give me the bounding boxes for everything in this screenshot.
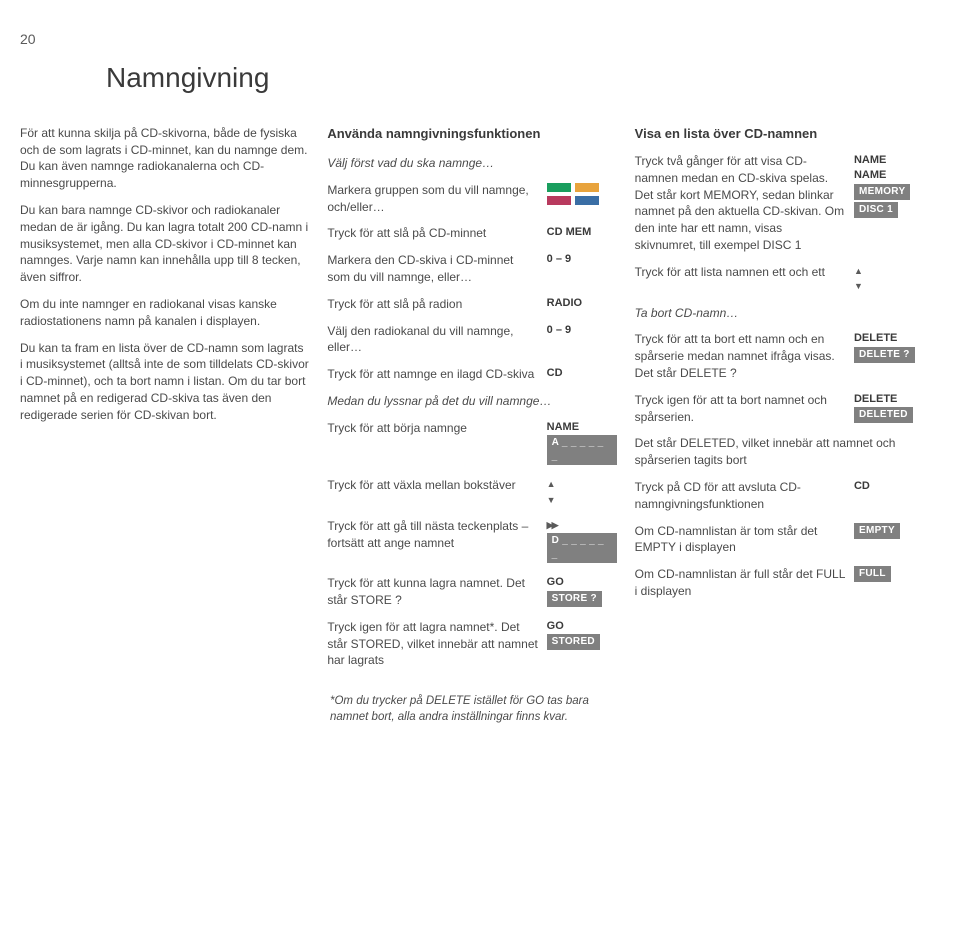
step-key: GO STORED — [547, 619, 617, 652]
step-row: Tryck igen för att ta bort namnet och sp… — [635, 392, 924, 426]
step-key: CD — [547, 366, 617, 381]
step-text: Om CD-namnlistan är full står det FULL i… — [635, 566, 846, 600]
step-row: Tryck för att slå på CD-minnet CD MEM — [327, 225, 616, 242]
step-row: Tryck för att gå till nästa teckenplats … — [327, 518, 616, 565]
intro-p3: Om du inte namnger en radiokanal visas k… — [20, 296, 309, 330]
step-text: Välj den radiokanal du vill namnge, elle… — [327, 323, 538, 357]
display-badge: DELETE ? — [854, 347, 915, 363]
step-row: Markera den CD-skiva i CD-minnet som du … — [327, 252, 616, 286]
step-text: Tryck igen för att ta bort namnet och sp… — [635, 392, 846, 426]
intro-p2: Du kan bara namnge CD-skivor och radioka… — [20, 202, 309, 286]
list-column: Visa en lista över CD-namnen Tryck två g… — [635, 125, 924, 680]
arrow-up-icon — [854, 265, 863, 277]
fast-forward-icon — [547, 519, 557, 531]
color-swatches — [547, 183, 617, 205]
footnote: *Om du trycker på DELETE istället för GO… — [330, 693, 630, 725]
step-key: EMPTY — [854, 523, 924, 541]
step-key — [547, 477, 617, 508]
step-text: Tryck två gånger för att visa CD-namnen … — [635, 153, 846, 254]
step-row: Tryck för att växla mellan bokstäver — [327, 477, 616, 508]
step-text: Tryck för att kunna lagra namnet. Det st… — [327, 575, 538, 609]
key-label: NAME — [854, 153, 924, 168]
procedure-column: Använda namngivningsfunktionen Välj förs… — [327, 125, 616, 680]
step-row: Välj den radiokanal du vill namnge, elle… — [327, 323, 616, 357]
step-text: Tryck för att slå på CD-minnet — [327, 225, 538, 242]
col3-subhead: Ta bort CD-namn… — [635, 305, 924, 322]
page-title: Namngivning — [106, 58, 924, 97]
step-text: Tryck för att börja namnge — [327, 420, 538, 437]
step-row: Om CD-namnlistan är full står det FULL i… — [635, 566, 924, 600]
key-label: GO — [547, 575, 617, 590]
key-label: GO — [547, 619, 617, 634]
step-key: CD MEM — [547, 225, 617, 240]
step-key: 0 – 9 — [547, 323, 617, 338]
intro-column: För att kunna skilja på CD-skivorna, båd… — [20, 125, 309, 680]
step-key: FULL — [854, 566, 924, 584]
step-text: Markera gruppen som du vill namnge, och/… — [327, 182, 538, 216]
display-badge: FULL — [854, 566, 891, 582]
page-number: 20 — [20, 30, 924, 50]
step-row: Tryck för att namnge en ilagd CD-skiva C… — [327, 366, 616, 383]
step-text: Tryck igen för att lagra namnet*. Det st… — [327, 619, 538, 669]
display-badge: STORE ? — [547, 591, 602, 607]
step-text: Tryck för att slå på radion — [327, 296, 538, 313]
step-row: Tryck för att ta bort ett namn och en sp… — [635, 331, 924, 381]
display-badge: STORED — [547, 634, 600, 650]
step-key: DELETE DELETE ? — [854, 331, 924, 364]
step-row: Markera gruppen som du vill namnge, och/… — [327, 182, 616, 216]
step-key: GO STORE ? — [547, 575, 617, 608]
step-key: DELETE DELETED — [854, 392, 924, 425]
step-text: Tryck på CD för att avsluta CD-namngivni… — [635, 479, 846, 513]
step-text: Markera den CD-skiva i CD-minnet som du … — [327, 252, 538, 286]
step-text: Tryck för att lista namnen ett och ett — [635, 264, 846, 281]
display-badge: EMPTY — [854, 523, 900, 539]
step-key: RADIO — [547, 296, 617, 311]
intro-p4: Du kan ta fram en lista över de CD-namn … — [20, 340, 309, 424]
swatch — [547, 183, 571, 192]
swatch — [547, 196, 571, 205]
step-row: Tryck för att lista namnen ett och ett — [635, 264, 924, 295]
col2-mid: Medan du lyssnar på det du vill namnge… — [327, 393, 616, 410]
swatch — [575, 183, 599, 192]
step-row: Om CD-namnlistan är tom står det EMPTY i… — [635, 523, 924, 557]
key-label: NAME — [547, 420, 617, 435]
step-text: Det står DELETED, vilket innebär att nam… — [635, 435, 924, 469]
step-key: 0 – 9 — [547, 252, 617, 267]
swatch — [575, 196, 599, 205]
key-label: DELETE — [854, 392, 924, 407]
display-badge: DISC 1 — [854, 202, 898, 218]
step-row: Tryck två gånger för att visa CD-namnen … — [635, 153, 924, 254]
step-row: Tryck för att börja namnge NAME A _ _ _ … — [327, 420, 616, 467]
step-key: NAME A _ _ _ _ _ _ — [547, 420, 617, 467]
step-key — [854, 264, 924, 295]
step-indicator — [547, 182, 617, 205]
step-key: CD — [854, 479, 924, 494]
step-text: Om CD-namnlistan är tom står det EMPTY i… — [635, 523, 846, 557]
step-key: NAME NAME MEMORY DISC 1 — [854, 153, 924, 220]
step-text: Tryck för att ta bort ett namn och en sp… — [635, 331, 846, 381]
intro-p1: För att kunna skilja på CD-skivorna, båd… — [20, 125, 309, 192]
arrow-down-icon — [854, 280, 863, 292]
step-row: Tryck för att slå på radion RADIO — [327, 296, 616, 313]
display-badge: D _ _ _ _ _ _ — [547, 533, 617, 563]
arrow-down-icon — [547, 494, 556, 506]
step-text: Tryck för att gå till nästa teckenplats … — [327, 518, 538, 552]
key-label: NAME — [854, 168, 924, 183]
col2-intro: Välj först vad du ska namnge… — [327, 155, 616, 172]
col3-heading: Visa en lista över CD-namnen — [635, 125, 924, 143]
display-badge: DELETED — [854, 407, 913, 423]
col2-heading: Använda namngivningsfunktionen — [327, 125, 616, 143]
content-columns: För att kunna skilja på CD-skivorna, båd… — [20, 125, 924, 680]
step-row: Tryck för att kunna lagra namnet. Det st… — [327, 575, 616, 609]
step-row: Tryck på CD för att avsluta CD-namngivni… — [635, 479, 924, 513]
step-key: D _ _ _ _ _ _ — [547, 518, 617, 565]
arrow-up-icon — [547, 478, 556, 490]
display-badge: MEMORY — [854, 184, 910, 200]
step-row: Tryck igen för att lagra namnet*. Det st… — [327, 619, 616, 669]
key-label: DELETE — [854, 331, 924, 346]
step-text: Tryck för att namnge en ilagd CD-skiva — [327, 366, 538, 383]
step-text: Tryck för att växla mellan bokstäver — [327, 477, 538, 494]
display-badge: A _ _ _ _ _ _ — [547, 435, 617, 465]
